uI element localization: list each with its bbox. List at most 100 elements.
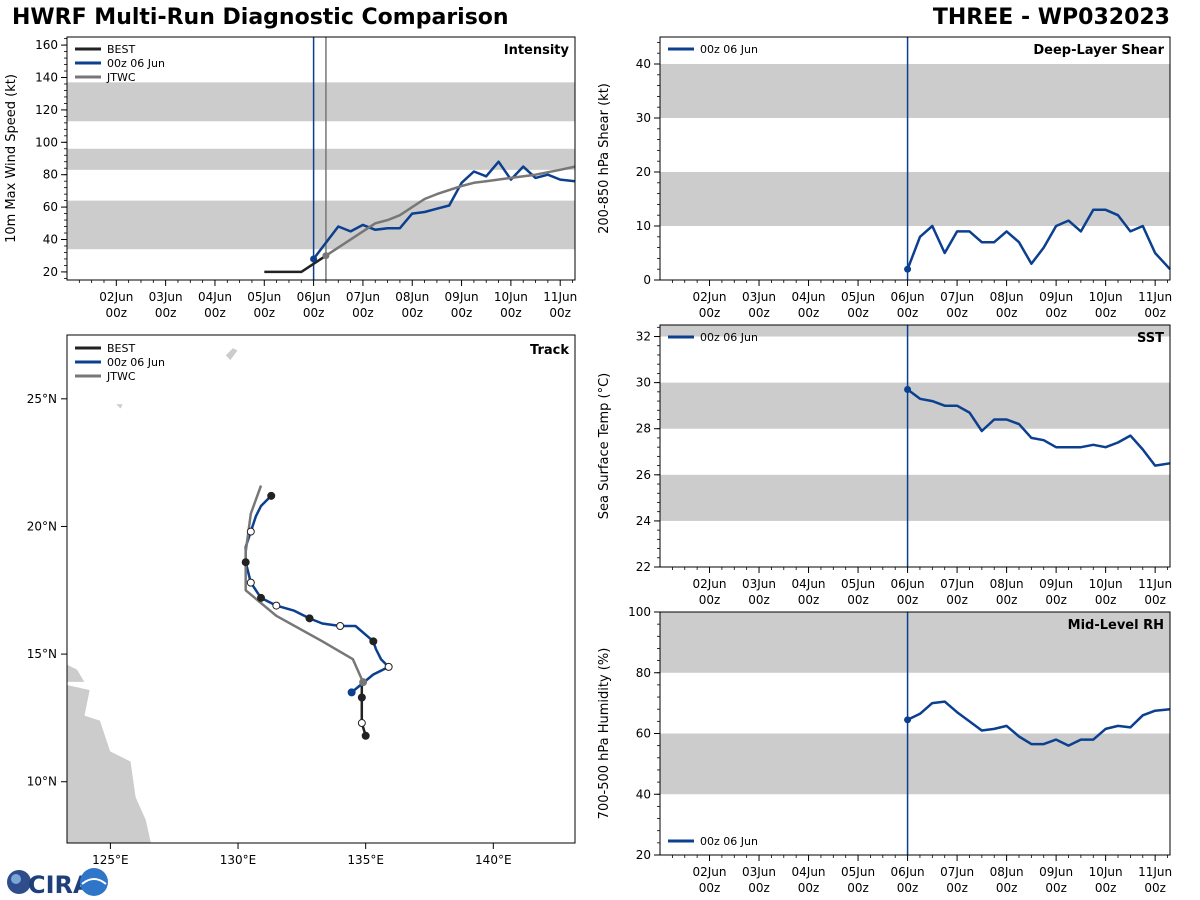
track-point bbox=[357, 719, 366, 728]
x-tick-date: 10Jun bbox=[1089, 577, 1123, 591]
track-point bbox=[357, 693, 366, 702]
plot-frame bbox=[659, 324, 1171, 568]
y-tick-label: 80 bbox=[636, 666, 651, 680]
x-tick-date: 09Jun bbox=[445, 290, 479, 304]
x-tick-date: 05Jun bbox=[247, 290, 281, 304]
x-tick-hour: 00z bbox=[401, 306, 423, 320]
x-tick-hour: 00z bbox=[897, 593, 919, 607]
x-tick-date: 04Jun bbox=[792, 577, 826, 591]
x-tick-date: 07Jun bbox=[940, 290, 974, 304]
panel-title: Mid-Level RH bbox=[1068, 618, 1164, 633]
y-tick-label: 20 bbox=[636, 848, 651, 862]
lat-tick-label: 25°N bbox=[27, 392, 57, 406]
shade-band-1 bbox=[660, 64, 1170, 118]
x-tick-date: 11Jun bbox=[1138, 577, 1172, 591]
track-point bbox=[361, 731, 370, 740]
series-start-marker bbox=[310, 255, 318, 263]
x-tick-date: 09Jun bbox=[1039, 865, 1073, 879]
y-tick-label: 26 bbox=[636, 468, 651, 482]
legend-label-0: BEST bbox=[107, 43, 135, 56]
x-tick-date: 06Jun bbox=[891, 865, 925, 879]
x-tick-date: 03Jun bbox=[742, 577, 776, 591]
x-tick-hour: 00z bbox=[798, 306, 820, 320]
legend-label-1: 00z 06 Jun bbox=[107, 356, 165, 369]
y-tick-label: 22 bbox=[636, 560, 651, 574]
x-tick-hour: 00z bbox=[549, 306, 571, 320]
legend-label-0: 00z 06 Jun bbox=[700, 331, 758, 344]
series-start-marker bbox=[322, 252, 330, 260]
x-tick-hour: 00z bbox=[996, 881, 1018, 895]
panel-title: Deep-Layer Shear bbox=[1033, 43, 1164, 58]
x-tick-date: 02Jun bbox=[692, 865, 726, 879]
x-tick-date: 09Jun bbox=[1039, 577, 1073, 591]
x-tick-date: 04Jun bbox=[792, 290, 826, 304]
track-point bbox=[359, 678, 368, 687]
track-line-1 bbox=[244, 494, 390, 694]
lon-tick-label: 125°E bbox=[92, 853, 129, 867]
x-tick-hour: 00z bbox=[1095, 306, 1117, 320]
track-point bbox=[305, 614, 314, 623]
x-tick-date: 03Jun bbox=[149, 290, 183, 304]
y-tick-label: 30 bbox=[636, 376, 651, 390]
x-tick-hour: 00z bbox=[748, 306, 770, 320]
y-tick-label: 140 bbox=[35, 71, 58, 85]
plot-frame bbox=[659, 611, 1171, 856]
x-tick-date: 10Jun bbox=[1089, 865, 1123, 879]
x-tick-hour: 00z bbox=[946, 881, 968, 895]
series-line-0 bbox=[264, 254, 327, 274]
track-point bbox=[347, 688, 356, 697]
x-tick-hour: 00z bbox=[1045, 306, 1067, 320]
cira-logo: CIRA bbox=[7, 868, 108, 898]
x-tick-hour: 00z bbox=[946, 306, 968, 320]
x-tick-date: 05Jun bbox=[841, 577, 875, 591]
y-tick-label: 120 bbox=[35, 103, 58, 117]
shade-band-1 bbox=[660, 612, 1170, 673]
x-tick-hour: 00z bbox=[996, 306, 1018, 320]
y-tick-label: 80 bbox=[43, 168, 58, 182]
y-tick-label: 40 bbox=[43, 233, 58, 247]
land-mass-2 bbox=[224, 347, 239, 361]
partner-logo-icon bbox=[80, 868, 108, 896]
x-tick-hour: 00z bbox=[798, 881, 820, 895]
x-tick-date: 10Jun bbox=[1089, 290, 1123, 304]
legend-label-1: 00z 06 Jun bbox=[107, 57, 165, 70]
x-tick-hour: 00z bbox=[204, 306, 226, 320]
x-tick-date: 07Jun bbox=[940, 865, 974, 879]
x-tick-date: 02Jun bbox=[99, 290, 133, 304]
x-tick-hour: 00z bbox=[897, 306, 919, 320]
y-tick-label: 32 bbox=[636, 330, 651, 344]
x-tick-hour: 00z bbox=[847, 593, 869, 607]
track-point bbox=[369, 637, 378, 646]
shade-band-0 bbox=[660, 172, 1170, 226]
intensity-panel: 20 40 60 80 100 120 140 160 02Jun 00z 03Jun 00z 04Ju… bbox=[4, 36, 577, 320]
x-tick-date: 06Jun bbox=[297, 290, 331, 304]
legend-label-0: BEST bbox=[107, 342, 135, 355]
partner-logo-wave bbox=[81, 878, 107, 885]
x-tick-hour: 00z bbox=[1095, 881, 1117, 895]
series-line-0 bbox=[907, 700, 1171, 747]
x-tick-hour: 00z bbox=[1095, 593, 1117, 607]
x-tick-hour: 00z bbox=[303, 306, 325, 320]
track-line-2 bbox=[244, 485, 365, 683]
x-tick-hour: 00z bbox=[699, 306, 721, 320]
x-tick-date: 05Jun bbox=[841, 865, 875, 879]
lon-tick-label: 135°E bbox=[347, 853, 384, 867]
legend-label-0: 00z 06 Jun bbox=[700, 835, 758, 848]
x-tick-date: 06Jun bbox=[891, 290, 925, 304]
x-tick-date: 08Jun bbox=[395, 290, 429, 304]
legend-label-0: 00z 06 Jun bbox=[700, 43, 758, 56]
x-tick-hour: 00z bbox=[748, 593, 770, 607]
track-panel: 125°E 130°E 135°E 140°E 10°N 15°N 20°N 25°N Trac… bbox=[27, 334, 576, 867]
y-tick-label: 40 bbox=[636, 787, 651, 801]
x-tick-hour: 00z bbox=[500, 306, 522, 320]
x-tick-hour: 00z bbox=[1144, 306, 1166, 320]
x-tick-hour: 00z bbox=[847, 306, 869, 320]
x-tick-date: 07Jun bbox=[940, 577, 974, 591]
x-tick-date: 11Jun bbox=[1138, 865, 1172, 879]
x-tick-date: 07Jun bbox=[346, 290, 380, 304]
x-tick-hour: 00z bbox=[699, 593, 721, 607]
y-tick-label: 160 bbox=[35, 38, 58, 52]
series-line-1 bbox=[312, 160, 576, 260]
plot-frame bbox=[66, 36, 576, 281]
shade-band-2 bbox=[67, 82, 575, 122]
